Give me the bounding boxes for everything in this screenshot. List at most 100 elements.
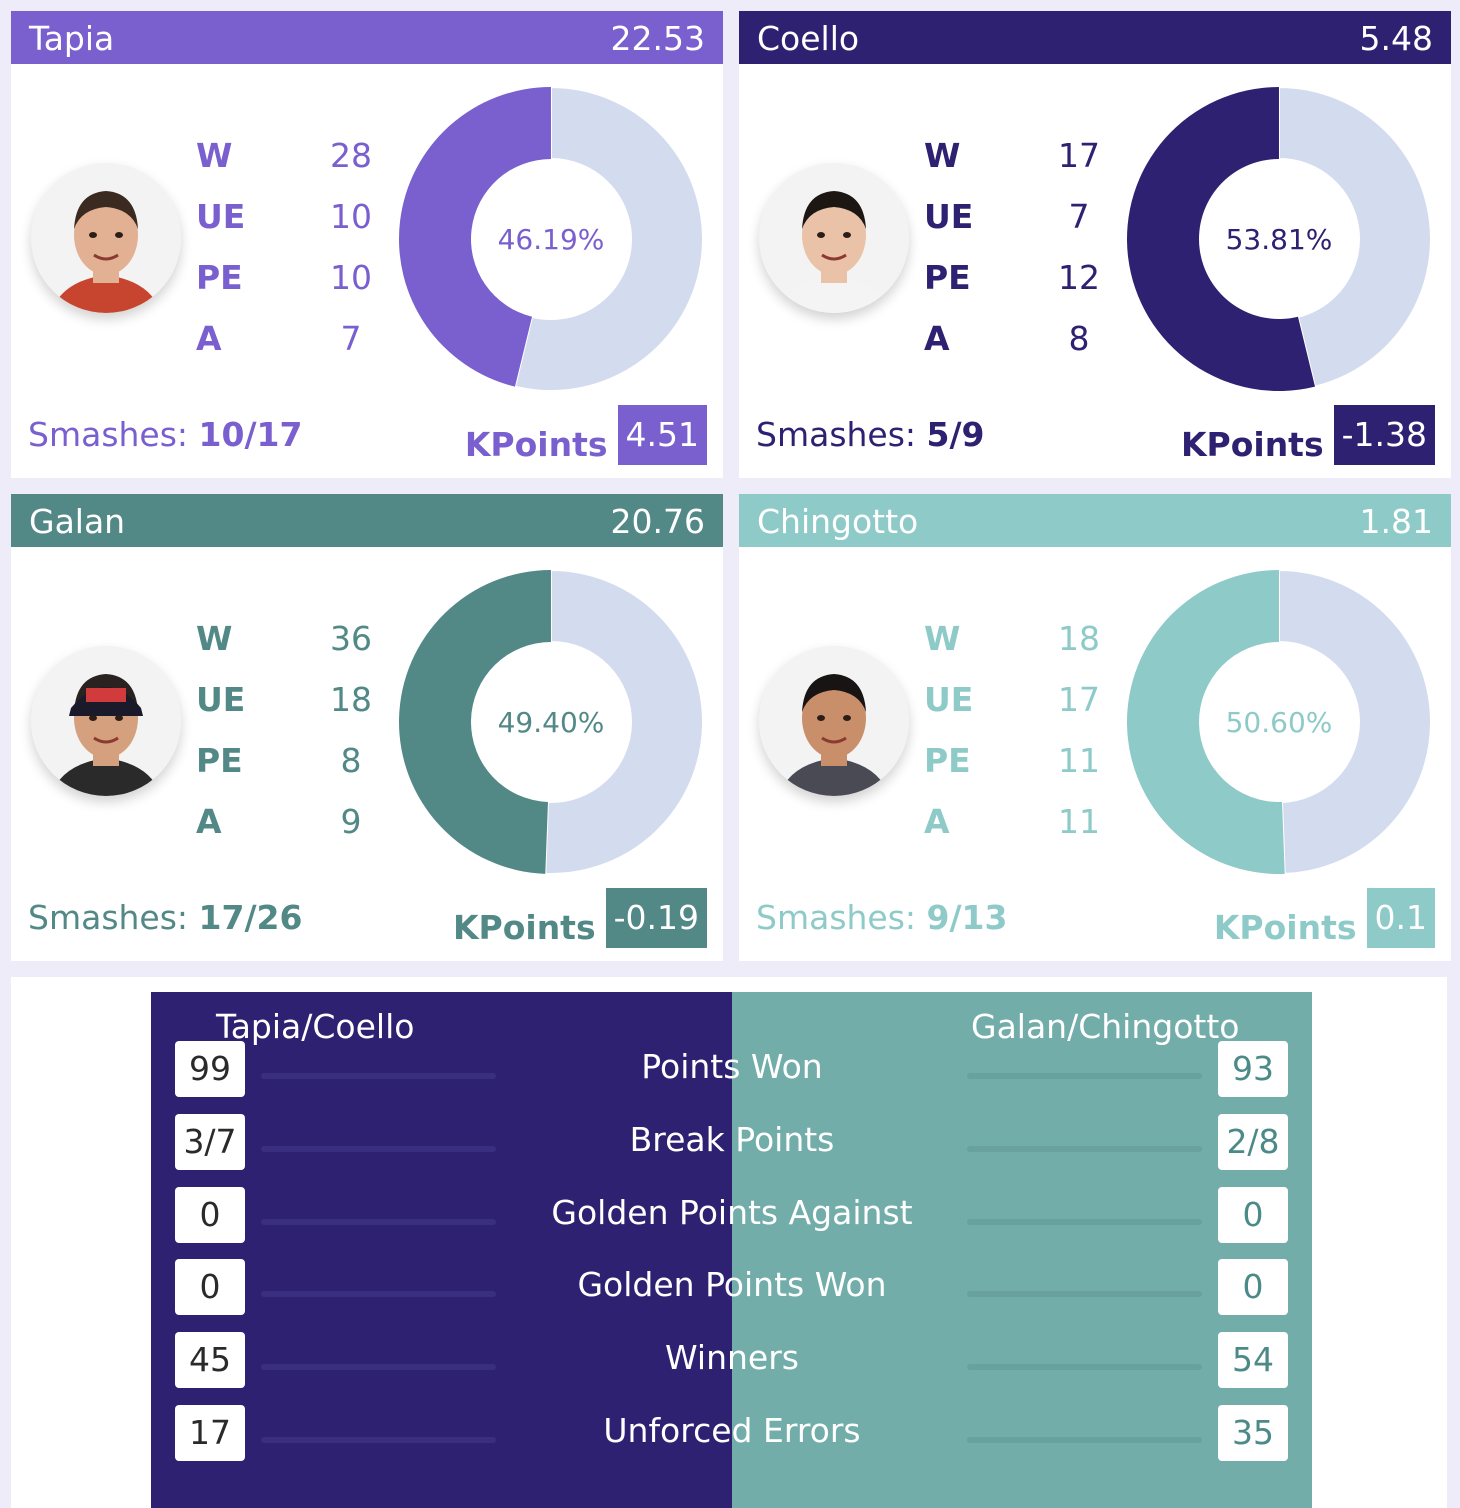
kpoints-label: KPoints [1180, 425, 1324, 464]
donut-percent-segment [1127, 87, 1316, 391]
team-left-value: 3/7 [175, 1114, 245, 1170]
stat-label-pe: PE [196, 741, 243, 780]
team-right-bar [967, 1364, 1202, 1370]
player-avatar [759, 646, 909, 796]
kpoints-stat: KPoints 0.1 [1214, 888, 1435, 948]
stat-label-pe: PE [196, 258, 243, 297]
player-avatar [759, 163, 909, 313]
player-avatar [31, 163, 181, 313]
donut-percent-label: 50.60% [1226, 706, 1333, 739]
stat-label-ue: UE [196, 197, 246, 236]
stat-value-a: 9 [340, 802, 362, 841]
donut-remaining-segment [1278, 568, 1432, 875]
player-score: 5.48 [1359, 19, 1433, 58]
team-comparison-panel: Tapia/Coello Galan/Chingotto 99 Points Wo… [11, 977, 1447, 1508]
team-right-bar [967, 1437, 1202, 1443]
player-card-header: Tapia 22.53 [11, 11, 723, 64]
stat-label-ue: UE [196, 680, 246, 719]
stat-label-w: W [196, 619, 233, 658]
team-left-value: 17 [175, 1405, 245, 1461]
player-card-header: Chingotto 1.81 [739, 494, 1451, 547]
comparison-row-label: Unforced Errors [603, 1411, 861, 1450]
player-score: 20.76 [610, 502, 705, 541]
player-card-chingotto: Chingotto 1.81 W 18 UE 17 PE 11 A 11 50.60% Smashes… [739, 494, 1451, 961]
team-right-bar [967, 1219, 1202, 1225]
team-right-value: 93 [1218, 1041, 1288, 1097]
kpoints-value-badge: 0.1 [1366, 888, 1435, 948]
donut-remaining-segment [544, 568, 704, 875]
smashes-label: Smashes: [756, 898, 917, 937]
stat-value-w: 28 [330, 136, 372, 175]
percentage-donut-chart: 53.81% [1127, 85, 1432, 391]
team-left-bar [261, 1219, 496, 1225]
stat-label-a: A [924, 319, 950, 358]
kpoints-label: KPoints [452, 908, 596, 947]
stat-value-ue: 17 [1058, 680, 1100, 719]
stat-value-w: 36 [330, 619, 372, 658]
stat-label-pe: PE [924, 258, 971, 297]
team-right-value: 2/8 [1218, 1114, 1288, 1170]
team-right-value: 0 [1218, 1187, 1288, 1243]
kpoints-stat: KPoints -0.19 [453, 888, 707, 948]
team-left-name: Tapia/Coello [216, 1007, 415, 1046]
kpoints-label: KPoints [1213, 908, 1357, 947]
player-score: 22.53 [610, 19, 705, 58]
team-left-value: 0 [175, 1259, 245, 1315]
stat-label-w: W [196, 136, 233, 175]
team-left-bar [261, 1073, 496, 1079]
kpoints-value-badge: -0.19 [605, 888, 707, 948]
smashes-value: 10/17 [198, 415, 303, 454]
donut-percent-segment [399, 570, 551, 874]
kpoints-value-badge: 4.51 [617, 405, 707, 465]
stat-value-ue: 10 [330, 197, 372, 236]
stat-label-w: W [924, 136, 961, 175]
team-right-value: 0 [1218, 1259, 1288, 1315]
team-right-value: 54 [1218, 1332, 1288, 1388]
player-card-header: Galan 20.76 [11, 494, 723, 547]
stat-value-w: 17 [1058, 136, 1100, 175]
stat-value-a: 11 [1058, 802, 1100, 841]
stat-label-ue: UE [924, 680, 974, 719]
stat-value-pe: 11 [1058, 741, 1100, 780]
player-name: Chingotto [757, 502, 919, 541]
team-right-bar [967, 1146, 1202, 1152]
percentage-donut-chart: 49.40% [399, 568, 704, 875]
kpoints-value-badge: -1.38 [1333, 405, 1435, 465]
player-card-galan: Galan 20.76 W 36 UE 18 PE 8 A 9 49.40% Smashes: 17/… [11, 494, 723, 961]
stat-value-a: 8 [1068, 319, 1090, 358]
donut-percent-label: 53.81% [1226, 223, 1333, 256]
team-left-bar [261, 1437, 496, 1443]
stat-label-a: A [924, 802, 950, 841]
smashes-value: 5/9 [926, 415, 985, 454]
stat-value-pe: 8 [340, 741, 362, 780]
stat-value-ue: 7 [1068, 197, 1090, 236]
player-name: Tapia [29, 19, 115, 58]
player-name: Coello [757, 19, 860, 58]
smashes-stat: Smashes: 17/26 [28, 898, 302, 937]
comparison-row-label: Golden Points Won [577, 1265, 887, 1304]
player-name: Galan [29, 502, 126, 541]
stat-value-pe: 12 [1058, 258, 1100, 297]
team-left-bar [261, 1364, 496, 1370]
smashes-label: Smashes: [28, 898, 189, 937]
comparison-row-label: Winners [665, 1338, 799, 1377]
player-card-header: Coello 5.48 [739, 11, 1451, 64]
donut-percent-label: 49.40% [498, 706, 605, 739]
team-right-bar [967, 1073, 1202, 1079]
team-left-value: 0 [175, 1187, 245, 1243]
comparison-row-label: Points Won [641, 1047, 823, 1086]
smashes-label: Smashes: [756, 415, 917, 454]
kpoints-label: KPoints [464, 425, 608, 464]
stat-value-pe: 10 [330, 258, 372, 297]
kpoints-stat: KPoints 4.51 [465, 405, 707, 465]
team-left-value: 99 [175, 1041, 245, 1097]
smashes-stat: Smashes: 10/17 [28, 415, 302, 454]
player-card-coello: Coello 5.48 W 17 UE 7 PE 12 A 8 53.81% Smashes: 5/9… [739, 11, 1451, 478]
team-right-name: Galan/Chingotto [971, 1007, 1240, 1046]
team-left-bar [261, 1146, 496, 1152]
team-right-bar [967, 1291, 1202, 1297]
comparison-row-label: Golden Points Against [551, 1193, 913, 1232]
percentage-donut-chart: 46.19% [399, 85, 704, 392]
stat-label-a: A [196, 802, 222, 841]
comparison-row-label: Break Points [629, 1120, 835, 1159]
